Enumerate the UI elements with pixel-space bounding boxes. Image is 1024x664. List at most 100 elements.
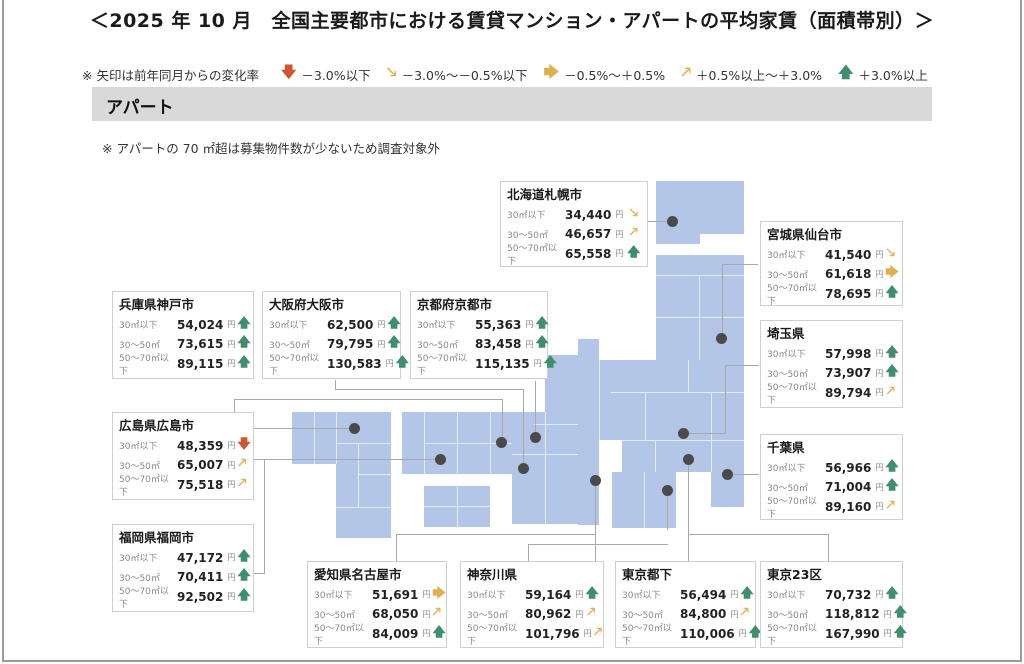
area-band-label: 30㎡以下	[119, 554, 158, 565]
connector-line	[647, 221, 673, 222]
yen-unit: 円	[533, 359, 542, 369]
area-band-label: 30～50㎡	[622, 610, 663, 621]
area-band-label: 30～50㎡	[467, 610, 508, 621]
connector-line	[254, 428, 354, 429]
marker-osaka	[496, 437, 507, 448]
rent-row: 30㎡以下 59,164 円 🡅	[467, 585, 599, 605]
connector-line	[254, 459, 440, 460]
area-band-label: 30～50㎡	[767, 369, 808, 380]
yen-unit: 円	[875, 289, 884, 299]
rent-value: 75,518	[177, 477, 224, 492]
arrow-up-right-icon: 🡕	[586, 605, 596, 621]
rent-row: 30㎡以下 34,440 円 🡖	[507, 205, 641, 225]
connector-line	[234, 399, 235, 413]
yen-unit: 円	[875, 349, 884, 359]
rent-value: 89,160	[825, 499, 872, 514]
area-band-label: 50～70㎡以下	[767, 623, 817, 647]
yen-unit: 円	[377, 339, 386, 349]
marker-kyoto	[530, 432, 541, 443]
rent-value: 79,795	[327, 337, 374, 352]
city-name: 神奈川県	[467, 567, 518, 582]
area-band-label: 30～50㎡	[119, 340, 160, 351]
yen-unit: 円	[883, 629, 892, 639]
yen-unit: 円	[422, 590, 431, 600]
rent-row: 50～70㎡以下 84,009 円 🡅	[314, 624, 446, 647]
legend-item: 🡇 －3.0%以下	[281, 62, 371, 87]
area-band-label: 30㎡以下	[119, 442, 158, 453]
yen-unit: 円	[875, 269, 884, 279]
rent-row: 30～50㎡ 83,458 円 🡅	[417, 335, 549, 355]
arrow-down-right-icon: 🡖	[629, 205, 639, 221]
area-band-label: 50～70㎡以下	[269, 353, 319, 377]
arrow-up-icon: 🡅	[535, 335, 549, 351]
connector-line	[254, 573, 265, 574]
rent-value: 92,502	[177, 589, 224, 604]
arrow-up-icon: 🡅	[432, 624, 446, 640]
city-name: 兵庫県神戸市	[119, 297, 195, 312]
rent-value: 65,558	[565, 246, 612, 261]
connector-line	[502, 399, 503, 442]
area-band-label: 50～70㎡以下	[767, 382, 817, 406]
rent-row: 30～50㎡ 68,050 円 🡕	[314, 605, 441, 625]
rent-row: 30㎡以下 56,494 円 🡅	[622, 585, 754, 605]
arrow-up-right-icon: 🡕	[740, 605, 749, 621]
connector-line	[396, 534, 596, 535]
legend-item: 🡖 －3.0%～－0.5%以下	[387, 62, 528, 87]
rent-value: 73,907	[825, 366, 872, 381]
arrow-up-icon: 🡅	[237, 548, 251, 564]
rent-value: 84,009	[372, 626, 419, 641]
rent-value: 61,618	[825, 267, 872, 282]
area-band-label: 30～50㎡	[767, 483, 808, 494]
area-band-label: 50～70㎡以下	[119, 474, 169, 498]
rent-value: 62,500	[327, 317, 374, 332]
page-title: ＜2025 年 10 月 全国主要都市における賃貸マンション・アパートの平均家賃…	[89, 10, 935, 32]
yen-unit: 円	[422, 609, 431, 619]
arrow-up-icon: 🡅	[543, 354, 558, 370]
area-band-label: 50～70㎡以下	[622, 623, 672, 647]
arrow-up-icon: 🡅	[237, 354, 251, 370]
rent-value: 110,006	[680, 626, 735, 641]
rent-row: 50～70㎡以下 65,558 円 🡅	[507, 244, 641, 267]
arrow-up-icon: 🡅	[885, 478, 899, 494]
rent-value: 54,024	[177, 317, 224, 332]
connector-line	[828, 534, 829, 562]
rent-row: 30㎡以下 41,540 円 🡖	[767, 245, 896, 265]
rent-row: 30～50㎡ 80,962 円 🡕	[467, 605, 597, 625]
legend-label: ＋0.5%以上～＋3.0%	[696, 68, 823, 83]
yen-unit: 円	[227, 460, 236, 470]
area-band-label: 30㎡以下	[622, 591, 661, 602]
area-band-label: 30㎡以下	[767, 350, 806, 361]
arrow-up-right-icon: 🡕	[593, 624, 603, 640]
yen-unit: 円	[227, 339, 236, 349]
area-band-label: 50～70㎡以下	[467, 623, 517, 647]
rent-value: 71,004	[825, 480, 872, 495]
legend-label: －3.0%以下	[301, 68, 371, 83]
rent-row: 30㎡以下 62,500 円 🡅	[269, 315, 401, 335]
arrow-up-icon: 🡅	[748, 624, 763, 640]
map-tile-kinki-north	[545, 355, 578, 412]
yen-unit: 円	[583, 629, 592, 639]
city-name: 愛知県名古屋市	[314, 567, 402, 582]
connector-line	[528, 544, 529, 562]
rent-row: 50～70㎡以下 92,502 円 🡅	[119, 586, 251, 610]
yen-unit: 円	[875, 482, 884, 492]
city-card-kanagawa: 神奈川県 30㎡以下 59,164 円 🡅 30～50㎡ 80,962 円 🡕 …	[460, 561, 604, 648]
area-band-label: 30～50㎡	[767, 270, 808, 281]
area-band-label: 30㎡以下	[767, 464, 806, 475]
rent-row: 30㎡以下 55,363 円 🡅	[417, 315, 549, 335]
rent-value: 34,440	[565, 207, 612, 222]
arrow-up-icon: 🡅	[387, 315, 401, 331]
arrow-right-icon: 🡆	[885, 265, 899, 281]
arrow-up-right-icon: 🡕	[237, 475, 247, 491]
rent-row: 50～70㎡以下 75,518 円 🡕	[119, 474, 247, 498]
area-band-label: 50～70㎡以下	[119, 586, 169, 610]
city-card-chiba: 千葉県 30㎡以下 56,966 円 🡅 30～50㎡ 71,004 円 🡅 5…	[760, 434, 903, 520]
area-band-label: 50～70㎡以下	[767, 496, 817, 520]
area-band-label: 30～50㎡	[767, 610, 808, 621]
city-name: 千葉県	[767, 440, 805, 455]
yen-unit: 円	[385, 359, 394, 369]
city-name: 広島県広島市	[119, 418, 195, 433]
marker-sapporo	[667, 216, 678, 227]
marker-saitama	[678, 428, 689, 439]
connector-line	[728, 474, 759, 475]
